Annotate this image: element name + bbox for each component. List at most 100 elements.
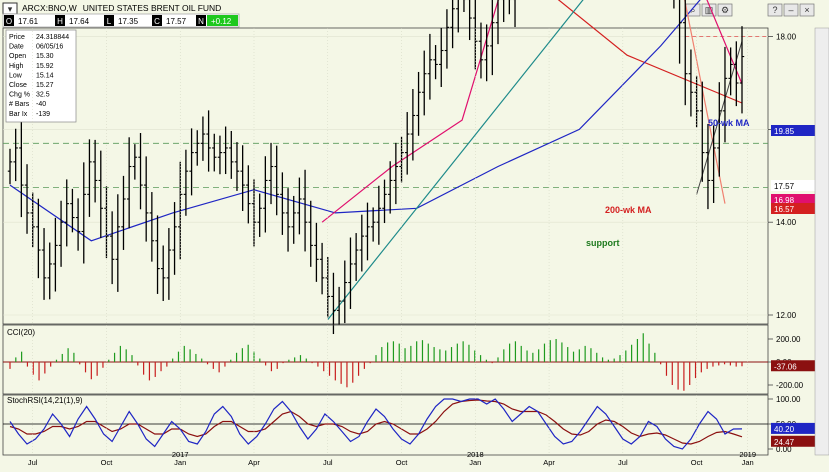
ohlc-bar <box>217 135 223 175</box>
ohlc-bar <box>280 172 285 235</box>
settings-button[interactable] <box>717 3 733 17</box>
stoch-slow-line <box>9 399 743 445</box>
help-button[interactable] <box>767 3 783 17</box>
ohlc-bar <box>393 142 399 205</box>
time-tick-year: 2017 <box>172 450 189 459</box>
stoch-title: StochRSI(14,21(1),9) <box>7 396 83 405</box>
ohlc-bar <box>433 45 438 80</box>
close-label: C <box>154 17 160 26</box>
ohlc-bar <box>722 46 728 143</box>
cci-panel: CCI(20) 200.000.00-200.00-37.06 <box>2 324 815 395</box>
ohlc-bar <box>382 179 387 224</box>
ohlc-bar <box>683 0 688 106</box>
ohlc-bar <box>711 125 716 203</box>
data-window-label: Bar Ix <box>9 111 28 118</box>
cci-tick-label: 200.00 <box>776 335 801 344</box>
ohlc-bar <box>64 179 69 247</box>
cci-axis: 200.000.00-200.00-37.06 <box>768 335 815 390</box>
ohlc-bar <box>70 188 75 233</box>
data-window-label: Low <box>9 72 23 79</box>
stoch-fast-tag: 40.20 <box>774 425 795 434</box>
ohlc-bar <box>495 0 501 45</box>
ohlc-bar <box>490 0 495 76</box>
ohlc-bar <box>132 144 138 180</box>
price-tick-label: 14.00 <box>776 218 797 227</box>
data-window-label: Price <box>9 34 25 41</box>
ohlc-bar <box>240 145 245 211</box>
ohlc-bar <box>285 188 291 252</box>
header-bar: ▾ ARCX:BNO,W UNITED STATES BRENT OIL FUND… <box>0 0 829 28</box>
ma50-label: 50-wk MA <box>708 118 750 128</box>
time-tick-label: Jan <box>174 458 186 467</box>
ohlc-bar <box>308 200 313 267</box>
net-change-value: +0.12 <box>211 17 232 26</box>
ohlc-bar <box>439 27 444 87</box>
data-window: Price 24.318844 Date 06/05/16 Open 15.30 High 1… <box>5 29 77 123</box>
data-window-label: High <box>9 63 24 70</box>
ohlc-bar <box>688 49 694 117</box>
ohlc-bar <box>450 0 455 49</box>
ohlc-bar <box>121 175 126 250</box>
chevron-down-icon: ▾ <box>8 4 13 14</box>
ohlc-bar <box>422 50 427 116</box>
stoch-panel: StochRSI(14,21(1),9) 100.0050.000.0040.2… <box>2 394 815 456</box>
time-tick-label: Apr <box>248 458 260 467</box>
net-change-label: N <box>198 17 204 26</box>
ohlc-bar <box>314 222 319 282</box>
ohlc-bar <box>189 128 194 196</box>
vertical-scrollbar[interactable] <box>814 27 829 456</box>
stoch-tick-label: 100.00 <box>776 395 801 404</box>
ohlc-bar <box>274 145 279 216</box>
close-button[interactable] <box>799 3 815 17</box>
support-label: support <box>586 238 620 248</box>
ohlc-bar <box>678 0 682 64</box>
ohlc-bar <box>348 237 353 309</box>
ohlc-bar <box>161 245 166 301</box>
ohlc-bar <box>705 123 711 210</box>
time-tick-label: Oct <box>691 458 704 467</box>
ma200-line <box>557 0 743 104</box>
ohlc-bar <box>58 200 64 267</box>
time-tick-label: Jul <box>323 458 333 467</box>
ohlc-bar <box>416 71 421 136</box>
ohlc-bar <box>444 9 450 69</box>
ohlc-bar <box>98 150 103 239</box>
data-window-value: 15.92 <box>36 63 54 70</box>
ohlc-bar <box>126 137 132 229</box>
data-window-value: -139 <box>36 111 50 118</box>
ohlc-bar <box>331 272 336 335</box>
bars-icon: ▥ <box>705 5 714 15</box>
uptrend-line <box>327 0 584 321</box>
data-window-value: 15.27 <box>36 82 54 89</box>
open-value: 17.61 <box>18 17 39 26</box>
zoom-icon: ⌕ <box>690 5 695 15</box>
ohlc-bar <box>484 24 489 82</box>
minimize-button[interactable] <box>783 3 799 17</box>
ohlc-bar <box>257 193 262 237</box>
cci-histogram <box>9 333 743 391</box>
ohlc-bar <box>87 139 92 217</box>
ma50-line <box>9 0 701 242</box>
time-tick-label: Jan <box>742 458 754 467</box>
stoch-tick-label: 0.00 <box>776 445 792 454</box>
ohlc-bar <box>234 142 240 191</box>
ohlc-bar <box>463 0 467 13</box>
high-value: 17.64 <box>69 17 90 26</box>
ohlc-bar <box>336 286 342 325</box>
ohlc-bar <box>206 110 211 172</box>
ohlc-bar <box>7 148 13 185</box>
ohlc-bar <box>263 156 268 233</box>
ohlc-bar <box>410 89 416 161</box>
ma-fast-price-tag: 16.98 <box>774 196 795 205</box>
ma200-price-tag: 16.57 <box>774 205 795 214</box>
ohlc-bar <box>212 133 217 172</box>
ohlc-bar <box>104 186 109 259</box>
ohlc-bar <box>353 233 359 281</box>
ohlc-bar <box>138 133 143 210</box>
ohlc-bar <box>728 47 733 96</box>
time-tick-label: Oct <box>101 458 114 467</box>
ohlc-bar <box>739 26 745 114</box>
data-window-value: 06/05/16 <box>36 44 63 51</box>
